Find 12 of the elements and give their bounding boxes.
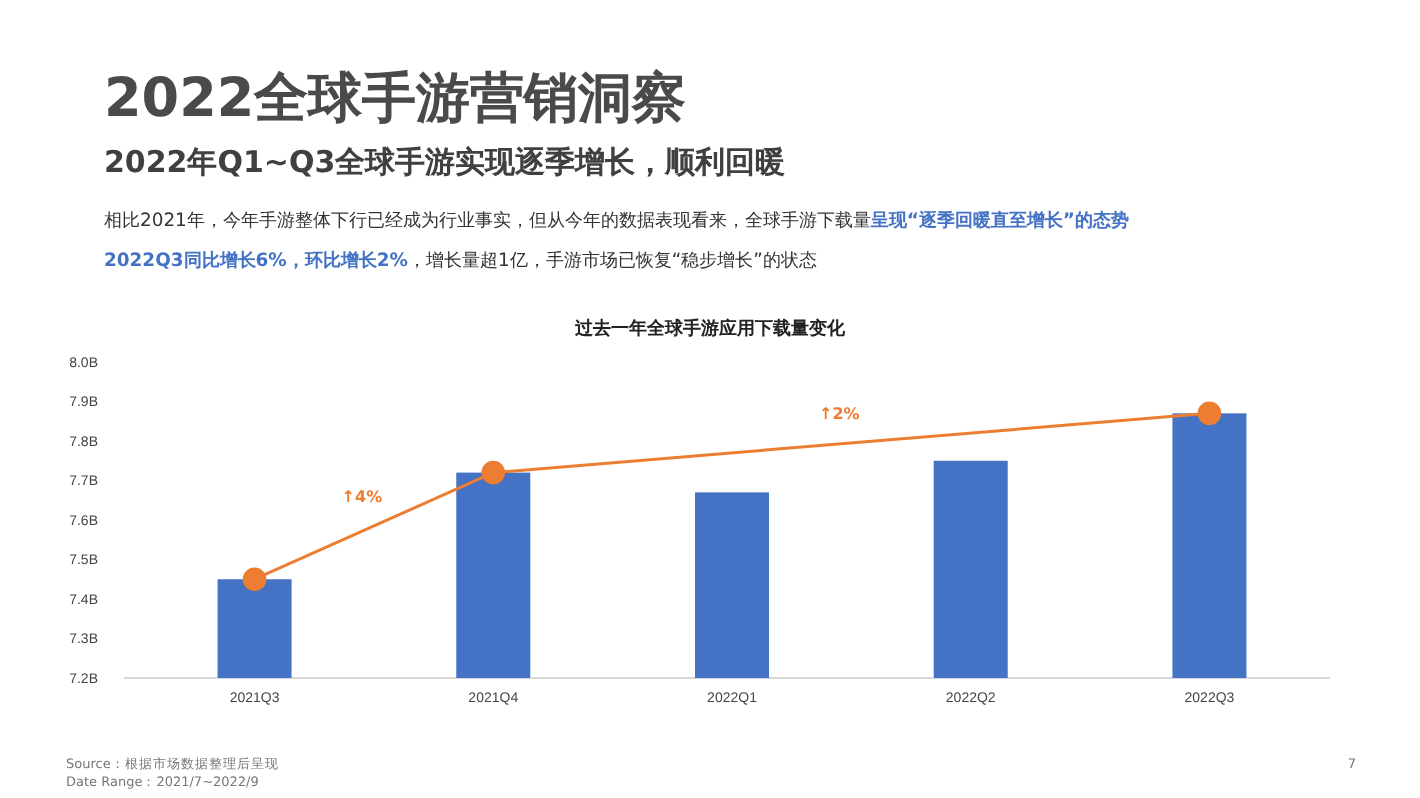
text: ，增长量超1亿，手游市场已恢复“稳步增长”的状态 [407,250,817,272]
chart-subtitle: 2022年Q1~Q3全球手游实现逐季增长，顺利回暖 [104,144,786,180]
text: 呈现“逐季回暖直至增长”的态势 [868,210,1129,232]
point [242,567,267,592]
annotation: ↑2% [819,404,860,423]
annotation: ↑4% [341,487,383,506]
point [1197,401,1222,426]
point [481,460,506,485]
text: 过去一年全球手游应用下载量变化 [573,318,847,340]
text: 2022Q3同比增长6%，环比增长2% [104,250,408,272]
text: 相比2021年，今年手游整体下行已经成为行业事实，但从今年的数据表现看来，全球手游下载量 [104,210,871,232]
chart-title: 2022全球手游营销洞察 [104,68,687,130]
